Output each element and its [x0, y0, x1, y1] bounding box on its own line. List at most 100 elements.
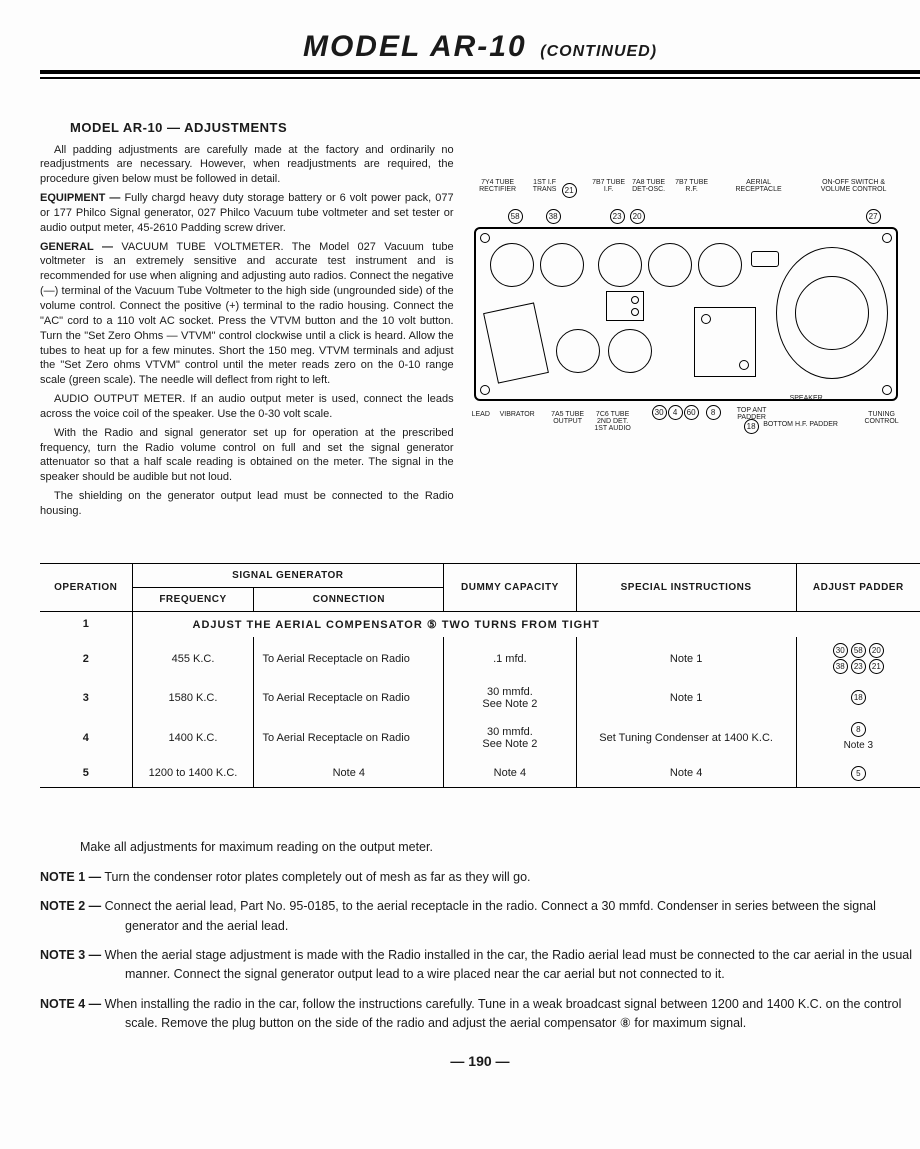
num-18: 18	[744, 419, 759, 434]
screw-icon	[480, 385, 490, 395]
note-text: Connect the aerial lead, Part No. 95-018…	[105, 899, 876, 932]
cell-conn: Note 4	[254, 760, 444, 788]
lbl-rectifier: 7Y4 TUBE RECTIFIER	[478, 179, 518, 193]
table-row: 2 455 K.C. To Aerial Receptacle on Radio…	[40, 637, 920, 681]
adjustments-table: OPERATION SIGNAL GENERATOR DUMMY CAPACIT…	[40, 563, 920, 789]
cell-conn: To Aerial Receptacle on Radio	[254, 680, 444, 716]
table-row: 1 ADJUST THE AERIAL COMPENSATOR ⑤ TWO TU…	[40, 611, 920, 637]
table-row: 3 1580 K.C. To Aerial Receptacle on Radi…	[40, 680, 920, 716]
cell-freq: 1200 to 1400 K.C.	[132, 760, 254, 788]
title-bar: MODEL AR-10 (CONTINUED)	[40, 30, 920, 64]
tube-icon	[608, 329, 652, 373]
num-20: 20	[630, 209, 645, 224]
lbl-2nddet: 7C6 TUBE 2ND DET. 1ST AUDIO	[592, 411, 634, 432]
note-4: NOTE 4 — When installing the radio in th…	[40, 995, 920, 1034]
lbl-speaker: SPEAKER	[790, 395, 823, 402]
table-head: OPERATION SIGNAL GENERATOR DUMMY CAPACIT…	[40, 563, 920, 611]
cell-op: 4	[40, 716, 132, 759]
equip-lead: EQUIPMENT —	[40, 192, 120, 204]
lbl-if: 7B7 TUBE I.F.	[589, 179, 629, 193]
tube-icon	[540, 243, 584, 287]
page-subtitle: (CONTINUED)	[540, 43, 657, 60]
lbl-tuning: TUNING CONTROL	[862, 411, 902, 425]
diagram-bottom-labels: LEAD VIBRATOR 7A5 TUBE OUTPUT 7C6 TUBE 2…	[474, 405, 920, 437]
lbl-vibrator: VIBRATOR	[500, 411, 535, 418]
tube-icon	[556, 329, 600, 373]
diagram-top-nums: 58 38 23 20 27	[474, 209, 920, 227]
component-icon	[606, 291, 644, 321]
diagram-column: 7Y4 TUBE RECTIFIER 1ST I.F TRANS 21 7B7 …	[474, 119, 920, 523]
cell-padder: 8Note 3	[796, 716, 920, 759]
table-body: 1 ADJUST THE AERIAL COMPENSATOR ⑤ TWO TU…	[40, 611, 920, 788]
note-label: NOTE 3 —	[40, 948, 101, 962]
lbl-lead: LEAD	[472, 411, 490, 418]
tube-icon	[648, 243, 692, 287]
lbl-21: 21	[562, 183, 577, 198]
th-instr: SPECIAL INSTRUCTIONS	[576, 563, 796, 611]
cell-dummy: 30 mmfd. See Note 2	[444, 716, 576, 759]
th-freq: FREQUENCY	[132, 587, 254, 611]
note-text: When installing the radio in the car, fo…	[105, 997, 902, 1030]
num-30: 30	[652, 405, 667, 420]
section-heading: MODEL AR-10 — ADJUSTMENTS	[70, 119, 454, 137]
page-title: MODEL AR-10	[303, 30, 527, 64]
chassis-diagram	[474, 227, 898, 401]
note-1: NOTE 1 — Turn the condenser rotor plates…	[40, 868, 920, 887]
cell-dummy: Note 4	[444, 760, 576, 788]
cell-freq: 1400 K.C.	[132, 716, 254, 759]
receptacle-icon	[751, 251, 779, 267]
lbl-rf: 7B7 TUBE R.F.	[672, 179, 712, 193]
cell-padder: 30 58 20 38 23 21	[796, 637, 920, 681]
notes-section: Make all adjustments for maximum reading…	[40, 838, 920, 1033]
cell-conn: To Aerial Receptacle on Radio	[254, 716, 444, 759]
note-label: NOTE 4 —	[40, 997, 101, 1011]
th-operation: OPERATION	[40, 563, 132, 611]
num-60: 60	[684, 405, 699, 420]
para-equipment: EQUIPMENT — Fully chargd heavy duty stor…	[40, 191, 454, 236]
para-intro: All padding adjustments are carefully ma…	[40, 143, 454, 188]
cell-dummy: .1 mfd.	[444, 637, 576, 681]
num-8: 8	[706, 405, 721, 420]
cell-freq: 455 K.C.	[132, 637, 254, 681]
screw-icon	[882, 233, 892, 243]
notes-intro: Make all adjustments for maximum reading…	[40, 838, 920, 857]
cell-instr: Note 4	[576, 760, 796, 788]
cell-op: 1	[40, 611, 132, 637]
num-38: 38	[546, 209, 561, 224]
lbl-aerial: AERIAL RECEPTACLE	[734, 179, 784, 193]
note-label: NOTE 1 —	[40, 870, 101, 884]
lbl-detosc: 7A8 TUBE DET-OSC.	[629, 179, 669, 193]
vibrator-icon	[483, 302, 549, 383]
num-27: 27	[866, 209, 881, 224]
tube-icon	[698, 243, 742, 287]
table-row: 4 1400 K.C. To Aerial Receptacle on Radi…	[40, 716, 920, 759]
padder-box-icon	[694, 307, 756, 377]
para-general-4: The shielding on the generator output le…	[40, 489, 454, 519]
speaker-icon	[776, 247, 888, 379]
title-rule	[40, 70, 920, 79]
cell-conn: To Aerial Receptacle on Radio	[254, 637, 444, 681]
cell-padder: 18	[796, 680, 920, 716]
th-dummy: DUMMY CAPACITY	[444, 563, 576, 611]
page: MODEL AR-10 (CONTINUED) MODEL AR-10 — AD…	[0, 0, 920, 1149]
lbl-volume: ON-OFF SWITCH & VOLUME CONTROL	[814, 179, 894, 193]
note-2: NOTE 2 — Connect the aerial lead, Part N…	[40, 897, 920, 936]
gen-lead: GENERAL —	[40, 241, 113, 253]
cell-padder: 5	[796, 760, 920, 788]
th-siggen: SIGNAL GENERATOR	[132, 563, 444, 587]
cell-instr: Note 1	[576, 680, 796, 716]
page-number: — 190 —	[40, 1053, 920, 1069]
para-general-3: With the Radio and signal generator set …	[40, 426, 454, 485]
speaker-inner-icon	[795, 276, 869, 350]
lbl-bottomhf: BOTTOM H.F. PADDER	[762, 421, 840, 428]
cell-freq: 1580 K.C.	[132, 680, 254, 716]
content-row: MODEL AR-10 — ADJUSTMENTS All padding ad…	[40, 119, 920, 523]
cell-instr: Set Tuning Condenser at 1400 K.C.	[576, 716, 796, 759]
para-general-2: AUDIO OUTPUT METER. If an audio output m…	[40, 392, 454, 422]
tube-icon	[598, 243, 642, 287]
cell-span: ADJUST THE AERIAL COMPENSATOR ⑤ TWO TURN…	[132, 611, 920, 637]
note-3: NOTE 3 — When the aerial stage adjustmen…	[40, 946, 920, 985]
cell-dummy: 30 mmfd. See Note 2	[444, 680, 576, 716]
num-23: 23	[610, 209, 625, 224]
note-text: Turn the condenser rotor plates complete…	[104, 870, 530, 884]
